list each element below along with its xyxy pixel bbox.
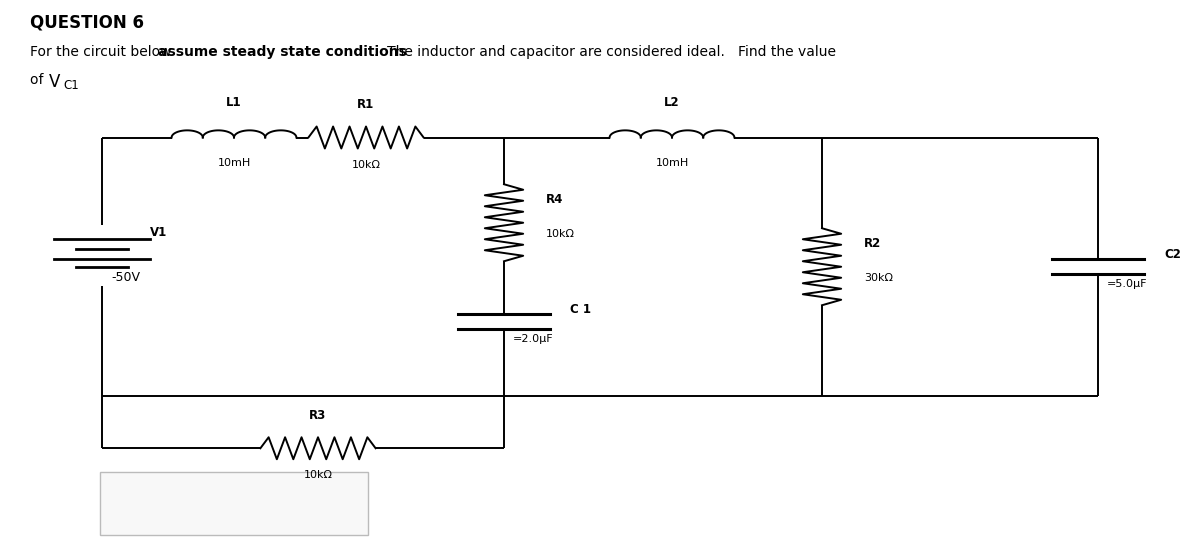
Text: C1: C1 bbox=[64, 79, 79, 92]
Text: 30kΩ: 30kΩ bbox=[864, 273, 893, 283]
Text: L2: L2 bbox=[664, 96, 680, 109]
Text: 10kΩ: 10kΩ bbox=[352, 160, 380, 169]
Text: For the circuit below: For the circuit below bbox=[30, 45, 176, 59]
Text: .  The inductor and capacitor are considered ideal.   Find the value: . The inductor and capacitor are conside… bbox=[374, 45, 836, 59]
Text: C2: C2 bbox=[1164, 248, 1181, 261]
Text: -50V: -50V bbox=[112, 271, 140, 284]
Text: R4: R4 bbox=[546, 193, 563, 206]
Text: C 1: C 1 bbox=[570, 303, 592, 316]
Text: of: of bbox=[30, 73, 48, 86]
Text: L1: L1 bbox=[226, 96, 242, 109]
Text: assume steady state conditions: assume steady state conditions bbox=[158, 45, 407, 59]
Text: 10mH: 10mH bbox=[217, 158, 251, 168]
Text: 10kΩ: 10kΩ bbox=[304, 470, 332, 480]
Text: R3: R3 bbox=[310, 409, 326, 422]
Text: 10kΩ: 10kΩ bbox=[546, 229, 575, 239]
Text: V: V bbox=[49, 73, 60, 91]
Text: 10mH: 10mH bbox=[655, 158, 689, 168]
FancyBboxPatch shape bbox=[100, 472, 368, 535]
Text: R1: R1 bbox=[358, 98, 374, 111]
Text: =2.0µF: =2.0µF bbox=[512, 334, 553, 344]
Text: V1: V1 bbox=[150, 226, 167, 239]
Text: =5.0µF: =5.0µF bbox=[1106, 279, 1147, 289]
Text: QUESTION 6: QUESTION 6 bbox=[30, 14, 144, 32]
Text: R2: R2 bbox=[864, 237, 881, 250]
